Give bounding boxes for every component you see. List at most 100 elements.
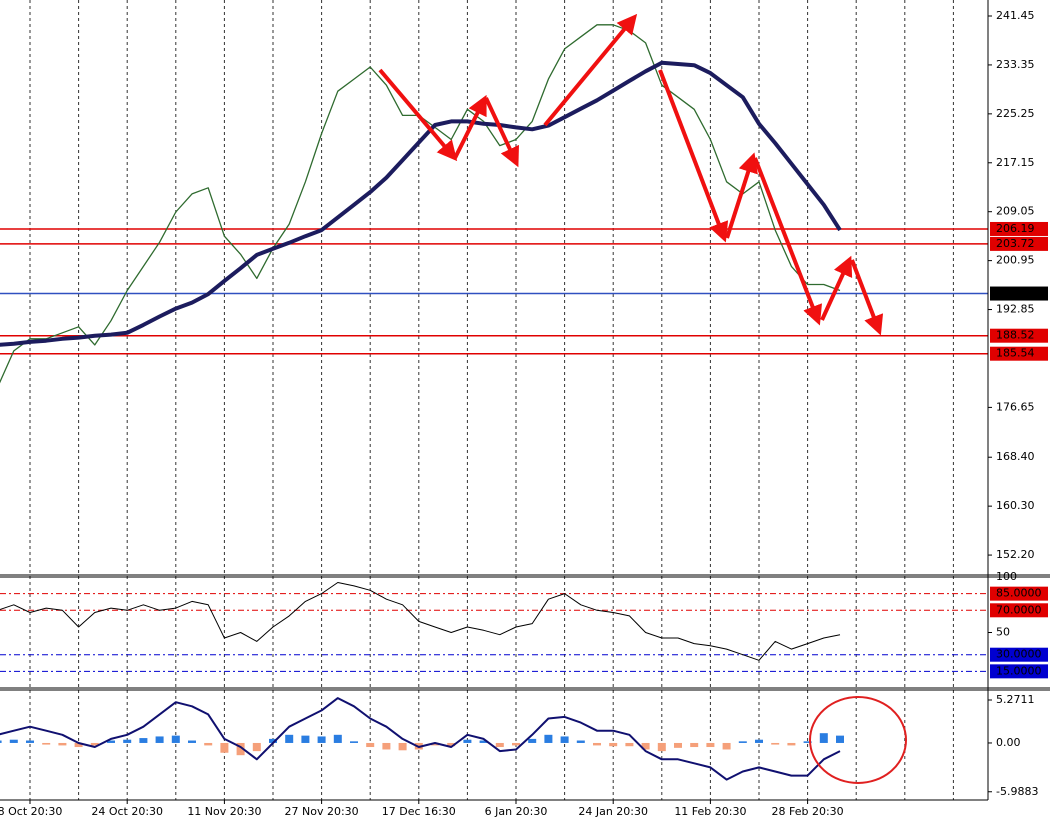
histogram-bar (204, 742, 213, 746)
level-label-box (990, 236, 1048, 251)
histogram-bar (641, 742, 650, 750)
level-label: 188.52 (996, 329, 1035, 342)
histogram-bar (674, 742, 682, 748)
series-line (0, 582, 841, 661)
histogram-bar (544, 734, 553, 743)
level-label-box (990, 647, 1048, 662)
histogram-bar (706, 742, 715, 748)
histogram-bar (90, 742, 99, 746)
level-label: 70.0000 (996, 603, 1042, 616)
histogram-bar (107, 740, 115, 743)
histogram-bar (787, 742, 796, 746)
y-tick-label: 192.85 (996, 303, 1035, 316)
histogram-bar (123, 739, 132, 743)
histogram-bar (333, 734, 342, 743)
histogram-bar (139, 738, 148, 743)
histogram-bar (836, 735, 844, 743)
arrow (753, 157, 822, 326)
y-tick-label: 217.15 (996, 156, 1035, 169)
level-label: 203.72 (996, 237, 1035, 250)
y-tick-label: 0.00 (996, 736, 1021, 749)
y-tick-label: 5.2711 (996, 693, 1035, 706)
histogram-bar (771, 742, 780, 745)
x-tick-label: 24 Oct 20:30 (91, 805, 163, 818)
x-tick-label: 8 Oct 20:30 (0, 805, 62, 818)
histogram-bar (366, 742, 375, 748)
arrow (543, 13, 638, 127)
histogram-bar (285, 734, 294, 743)
arrow (725, 152, 758, 239)
histogram-bar (350, 741, 358, 743)
series-line (0, 697, 841, 781)
histogram-bar (690, 742, 699, 748)
arrow (453, 94, 487, 159)
histogram-bar (74, 742, 83, 748)
histogram-bar (722, 742, 731, 750)
frame (0, 0, 1050, 801)
histogram-bar (512, 742, 520, 746)
level-label-box (990, 286, 1048, 301)
x-tick-label: 28 Feb 20:30 (772, 805, 844, 818)
y-tick-label: 200.95 (996, 254, 1035, 267)
y-tick-label: 152.20 (996, 548, 1035, 561)
histogram-bar (576, 740, 585, 743)
y-tick-label: 225.25 (996, 107, 1035, 120)
histogram-bar (609, 742, 618, 747)
histogram-bar (0, 740, 2, 743)
level-label: 185.54 (996, 347, 1035, 360)
level-label-box (990, 221, 1048, 236)
arrow (850, 259, 884, 336)
annotations (378, 13, 907, 784)
level-label: 195.50 (996, 287, 1035, 300)
level-label-box (990, 586, 1048, 601)
arrow (484, 97, 519, 168)
grid (0, 0, 988, 800)
histogram-bar (317, 736, 326, 743)
histogram-bar (42, 742, 51, 745)
histogram-bar (252, 742, 261, 752)
level-label: 15.0000 (996, 664, 1042, 677)
x-tick-label: 11 Feb 20:30 (674, 805, 746, 818)
histogram-bar (155, 736, 164, 743)
histogram-bar (269, 738, 277, 743)
histogram-bar (58, 742, 67, 746)
arrow (820, 255, 853, 321)
histogram-bar (819, 733, 828, 743)
arrow (658, 69, 729, 243)
y-tick-label: 209.05 (996, 205, 1035, 218)
histogram-bar (398, 742, 407, 751)
histogram-bar (625, 742, 634, 747)
level-label-box (990, 346, 1048, 361)
y-tick-label: 100 (996, 570, 1017, 583)
histogram-bar (560, 736, 569, 743)
level-label: 206.19 (996, 222, 1035, 235)
level-label: 85.0000 (996, 587, 1042, 600)
histogram-bar (803, 741, 812, 743)
y-tick-label: 176.65 (996, 400, 1035, 413)
arrow (378, 68, 458, 162)
level-label: 30.0000 (996, 648, 1042, 661)
y-tick-label: -5.9883 (996, 785, 1038, 798)
y-tick-label: 241.45 (996, 9, 1035, 22)
histogram-bar (171, 735, 180, 743)
histogram-bar (738, 741, 747, 743)
histogram-bar (188, 740, 196, 743)
histogram-bar (463, 739, 472, 743)
histogram-bar (447, 742, 456, 747)
histogram-bar (26, 740, 34, 743)
x-tick-label: 17 Dec 16:30 (382, 805, 456, 818)
histogram-bar (382, 742, 391, 750)
series-line (0, 60, 842, 347)
histogram-bar (301, 735, 310, 743)
y-tick-label: 50 (996, 626, 1010, 639)
histogram-bar (593, 742, 601, 746)
histogram-bar (528, 738, 537, 743)
axes: 8 Oct 20:30 24 Oct 20:30 11 Nov 20:30 27 No… (0, 9, 1048, 818)
highlight-circle (809, 696, 907, 784)
y-tick-label: 168.40 (996, 450, 1035, 463)
histogram-bar (755, 739, 763, 743)
y-tick-label: 233.35 (996, 58, 1035, 71)
histogram-bar (236, 742, 245, 756)
x-tick-label: 6 Jan 20:30 (485, 805, 548, 818)
